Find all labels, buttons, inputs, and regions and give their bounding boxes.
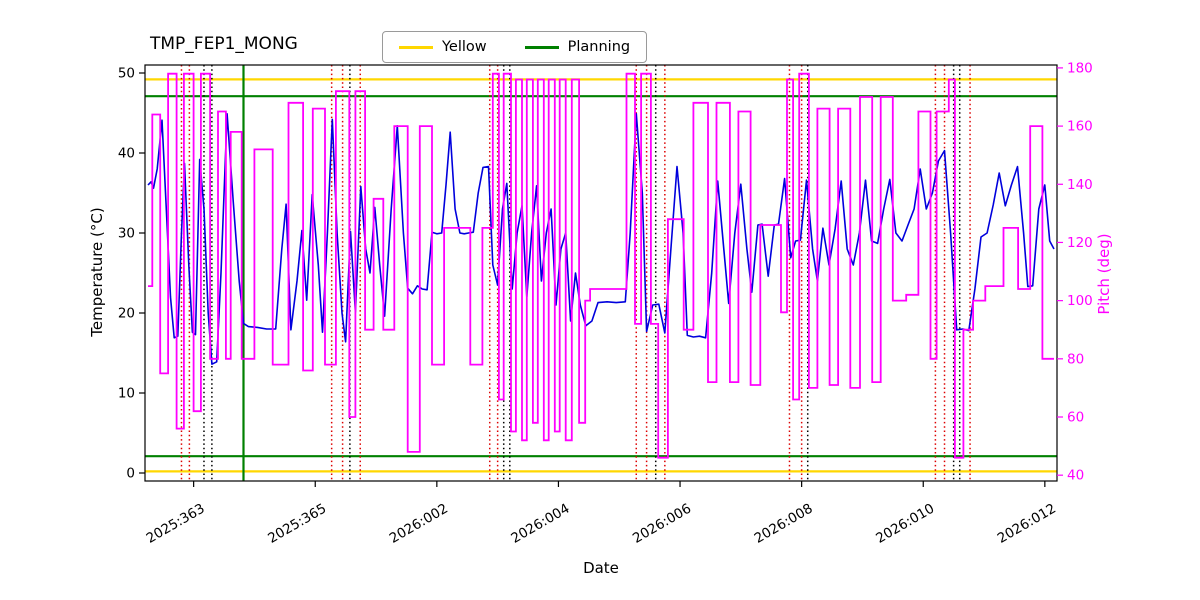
legend-label-planning: Planning: [567, 39, 631, 55]
svg-text:2025:365: 2025:365: [265, 501, 329, 547]
svg-text:160: 160: [1067, 119, 1093, 135]
svg-text:2025:363: 2025:363: [144, 501, 208, 547]
y-axis-label-temperature: Temperature (°C): [88, 207, 106, 337]
planning-line-swatch: [524, 45, 559, 49]
legend: Yellow Planning: [382, 31, 648, 63]
svg-text:2026:002: 2026:002: [387, 501, 451, 547]
legend-item-planning: Planning: [524, 39, 631, 55]
svg-text:2026:004: 2026:004: [508, 501, 572, 547]
svg-text:40: 40: [118, 146, 135, 162]
y-axis-label-pitch: Pitch (deg): [1095, 233, 1113, 315]
svg-text:20: 20: [118, 306, 135, 322]
svg-text:120: 120: [1067, 235, 1093, 251]
svg-text:2026:006: 2026:006: [630, 501, 694, 547]
svg-text:100: 100: [1067, 293, 1093, 309]
svg-text:40: 40: [1067, 468, 1084, 484]
svg-text:2026:010: 2026:010: [873, 501, 937, 547]
svg-text:50: 50: [118, 66, 135, 82]
svg-text:60: 60: [1067, 410, 1084, 426]
legend-item-yellow: Yellow: [399, 39, 487, 55]
svg-text:2026:012: 2026:012: [995, 501, 1059, 547]
svg-text:140: 140: [1067, 177, 1093, 193]
svg-text:10: 10: [118, 386, 135, 402]
svg-text:2026:008: 2026:008: [752, 501, 816, 547]
yellow-line-swatch: [399, 45, 433, 49]
legend-label-yellow: Yellow: [442, 39, 487, 55]
x-axis-label: Date: [583, 559, 619, 577]
svg-text:0: 0: [126, 466, 135, 482]
svg-text:180: 180: [1067, 60, 1093, 76]
chart-title: TMP_FEP1_MONG: [150, 34, 298, 54]
svg-text:30: 30: [118, 226, 135, 242]
svg-text:80: 80: [1067, 351, 1084, 367]
